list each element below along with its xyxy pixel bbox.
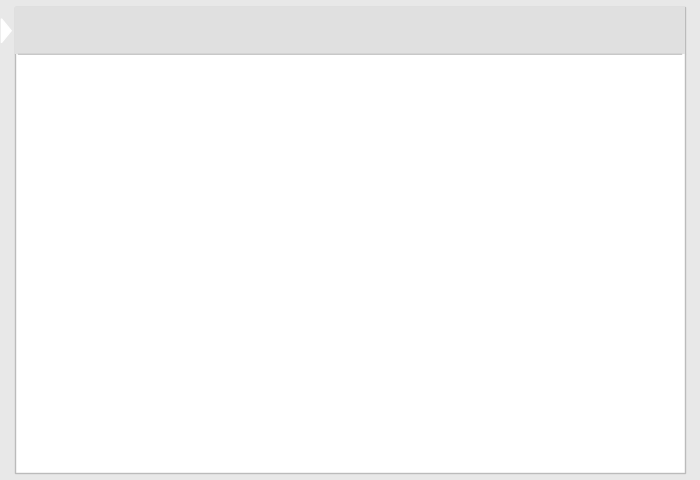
Polygon shape <box>1 19 11 43</box>
Bar <box>41 406 56 421</box>
Text: Question 2: Question 2 <box>38 23 128 38</box>
Text: The product contains an ester.: The product contains an ester. <box>64 406 245 419</box>
Text: ..: .. <box>64 115 69 124</box>
Text: A carbon-oxygen double bond is formed.: A carbon-oxygen double bond is formed. <box>64 373 305 386</box>
Text: H: H <box>147 135 157 150</box>
Text: :: : <box>80 224 88 239</box>
Text: H: H <box>165 207 175 222</box>
Text: ⊖: ⊖ <box>85 107 95 120</box>
Text: ⊕: ⊕ <box>183 162 193 172</box>
Text: ..: .. <box>57 241 61 250</box>
Bar <box>41 341 56 356</box>
Text: 4 pts: 4 pts <box>644 24 678 37</box>
Text: The product contains a carboxylic acid.: The product contains a carboxylic acid. <box>64 308 296 321</box>
Text: describe this reaction? [Select all that apply.]: describe this reaction? [Select all that… <box>38 106 322 119</box>
Bar <box>41 439 56 454</box>
Text: Shown below is an arrow pushing mechanism. Which of the following statements cor: Shown below is an arrow pushing mechanis… <box>38 71 606 84</box>
Text: ..: .. <box>168 165 172 173</box>
Text: A carbon-carbon single bond is formed.: A carbon-carbon single bond is formed. <box>64 439 298 452</box>
Bar <box>41 276 56 291</box>
Text: A carbon-oxygen single bond is formed.: A carbon-oxygen single bond is formed. <box>64 276 300 288</box>
Text: H: H <box>44 176 54 191</box>
Text: A molecule of water is produced.: A molecule of water is produced. <box>64 341 259 354</box>
Bar <box>41 308 56 324</box>
Text: O: O <box>164 176 176 191</box>
Bar <box>41 373 56 389</box>
Text: :O:: :O: <box>57 131 83 145</box>
Text: :O: :O <box>56 224 73 239</box>
